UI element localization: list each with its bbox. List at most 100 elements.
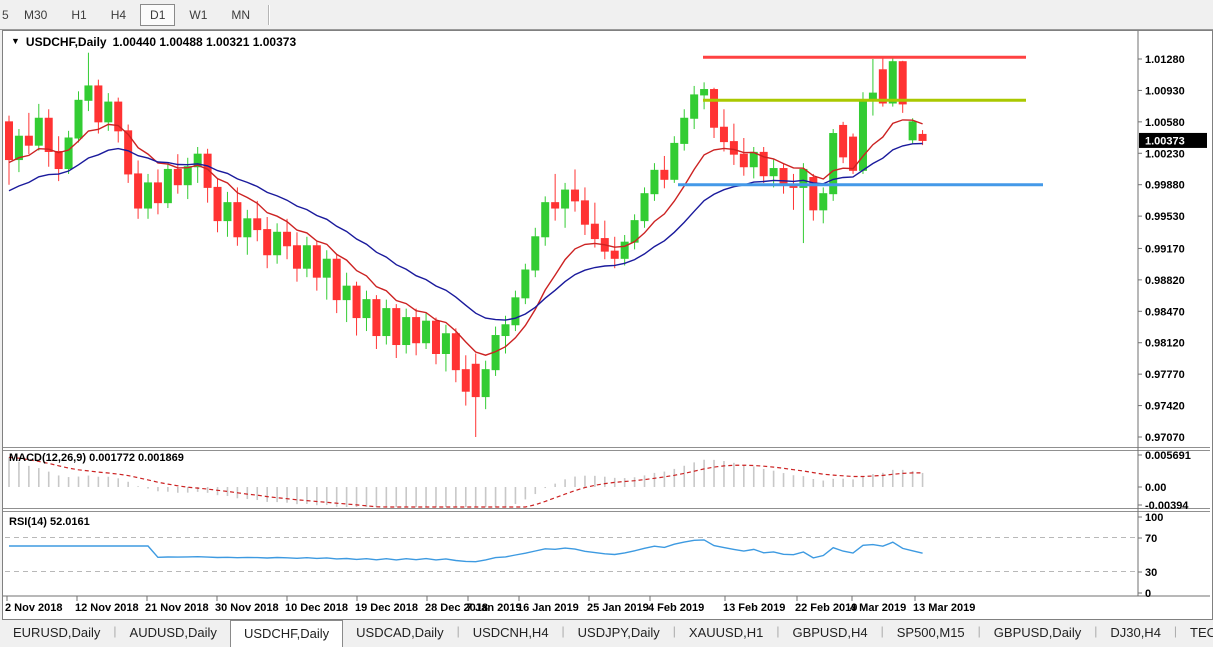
candle-body	[402, 317, 411, 346]
candle-body	[710, 89, 719, 128]
tab-separator: |	[561, 624, 565, 638]
timeframe-button-w1[interactable]: W1	[189, 7, 208, 22]
bottom-tab-usdchf-daily[interactable]: USDCHF,Daily	[229, 620, 344, 647]
candle-body	[114, 101, 123, 132]
chart-symbol-label: USDCHF,Daily	[25, 35, 107, 49]
candle-body	[521, 269, 530, 299]
bottom-tab-usdcad-daily[interactable]: USDCAD,Daily	[356, 625, 444, 640]
candle-body	[372, 299, 381, 337]
price-axis-label: 1.01280	[1145, 54, 1185, 66]
chart-tabs: EURUSD,Daily | AUDUSD,Daily USDCHF,Daily USD…	[0, 620, 1213, 647]
candle-body	[14, 135, 23, 161]
bottom-tab-audusd-daily[interactable]: AUDUSD,Daily	[129, 625, 217, 640]
candle-body	[64, 137, 73, 170]
candle-body	[144, 182, 153, 209]
candle-body	[471, 363, 480, 398]
candle-body	[451, 333, 460, 371]
candle-body	[660, 169, 669, 180]
tab-separator: |	[113, 624, 117, 638]
candle-body	[412, 317, 421, 344]
price-axis-label: 0.97770	[1145, 369, 1185, 381]
candle-body	[24, 135, 33, 146]
tab-separator: |	[1173, 624, 1178, 638]
bottom-tab-usdjpy-daily[interactable]: USDJPY,Daily	[577, 625, 660, 640]
price-axis-label: 1.00230	[1145, 148, 1185, 160]
bottom-tab-gbpusd-daily[interactable]: GBPUSD,Daily	[993, 625, 1082, 640]
candle-body	[322, 258, 331, 278]
date-axis-label: 4 Feb 2019	[648, 602, 704, 614]
candle-body	[779, 168, 788, 186]
candle-body	[839, 124, 848, 158]
date-axis-label: 25 Jan 2019	[587, 602, 649, 614]
candle-body	[34, 117, 43, 146]
macd-axis-label: -0.00394	[1145, 500, 1189, 512]
panel-divider	[3, 511, 1210, 512]
candle-body	[193, 153, 202, 168]
chart-window[interactable]: 1.01280 1.00930 1.00580 1.00230 0.99880 0.995…	[2, 30, 1213, 620]
date-axis-label: 16 Jan 2019	[517, 602, 579, 614]
toolbar-separator	[268, 4, 271, 25]
candle-body	[511, 297, 520, 326]
timeframe-button-m30[interactable]: M30	[24, 7, 48, 22]
candle-body	[729, 141, 738, 155]
candle-body	[809, 177, 818, 211]
candle-body	[541, 202, 550, 238]
candle-body	[829, 133, 838, 195]
candle-body	[481, 369, 490, 398]
bottom-tab-tech100-h1[interactable]: TECH100,H1	[1190, 625, 1213, 640]
candle-body	[422, 320, 431, 344]
candle-body	[243, 218, 252, 238]
candle-body	[153, 182, 162, 204]
price-axis-label: 0.97070	[1145, 432, 1185, 444]
candle-body	[223, 202, 232, 222]
date-axis-label: 13 Feb 2019	[723, 602, 785, 614]
candle-body	[898, 61, 907, 105]
bottom-tab-gbpusd-h4[interactable]: GBPUSD,H4	[792, 625, 868, 640]
candle-body	[431, 320, 440, 354]
timeframe-button-h4[interactable]: H4	[110, 7, 127, 22]
tab-separator: |	[977, 624, 981, 638]
candle-body	[273, 231, 282, 256]
timeframe-button-h1[interactable]: H1	[71, 7, 87, 22]
timeframe-button-partial[interactable]: 5	[2, 7, 9, 22]
current-price-tag	[1139, 132, 1207, 148]
symbol-dropdown-icon[interactable]: ▼	[11, 36, 20, 46]
candle-body	[302, 245, 311, 269]
date-axis-label: 30 Nov 2018	[215, 602, 279, 614]
bottom-tab-eurusd-daily[interactable]: EURUSD,Daily	[13, 625, 101, 640]
bottom-tab-sp500-m15[interactable]: SP500,M15	[896, 625, 965, 640]
candle-body	[461, 369, 470, 392]
rsi-indicator-label: RSI(14) 52.0161	[9, 516, 90, 528]
candle-body	[551, 202, 560, 209]
current-price-label: 1.00373	[1145, 135, 1185, 147]
price-axis-label: 0.98120	[1145, 338, 1185, 350]
macd-axis-label: 0.005691	[1145, 450, 1191, 462]
bottom-tab-xauusd-h1[interactable]: XAUUSD,H1	[688, 625, 764, 640]
tab-separator: |	[880, 624, 884, 638]
candle-body	[74, 99, 83, 139]
candle-body	[908, 121, 917, 141]
date-axis-label: 19 Dec 2018	[355, 602, 418, 614]
candle-body	[163, 168, 172, 204]
candle-body	[680, 117, 689, 144]
chart-ohlc-values: 1.00440 1.00488 1.00321 1.00373	[112, 35, 297, 49]
candle-body	[292, 245, 301, 269]
timeframe-button-d1[interactable]: D1	[140, 3, 176, 26]
candle-body	[54, 150, 63, 170]
candle-body	[590, 223, 599, 240]
rsi-axis-label: 30	[1145, 567, 1157, 579]
candle-body	[640, 193, 649, 222]
bottom-tab-dj30-h4[interactable]: DJ30,H4	[1110, 625, 1161, 640]
candle-body	[580, 200, 589, 225]
candle-body	[719, 126, 728, 143]
candle-body	[849, 136, 858, 171]
candle-body	[382, 308, 391, 337]
candle-body	[620, 241, 629, 259]
bottom-tab-usdcnh-h4[interactable]: USDCNH,H4	[472, 625, 549, 640]
price-chart-svg[interactable]: 1.01280 1.00930 1.00580 1.00230 0.99880 0.995…	[3, 31, 1210, 617]
candle-body	[213, 186, 222, 222]
timeframe-button-mn[interactable]: MN	[231, 7, 251, 22]
panel-divider	[3, 450, 1210, 451]
candle-body	[918, 133, 927, 141]
rsi-axis-label: 100	[1145, 512, 1163, 524]
